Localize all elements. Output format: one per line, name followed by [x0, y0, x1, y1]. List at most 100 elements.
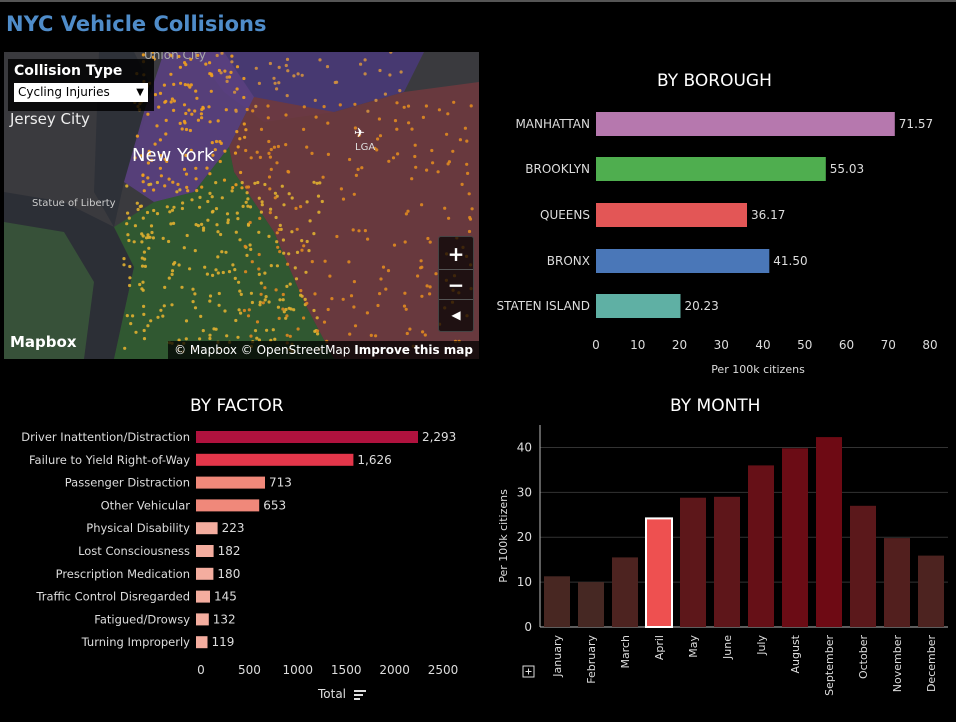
month-bar[interactable]	[918, 555, 944, 627]
month-bar[interactable]	[884, 538, 910, 627]
month-x-tick: March	[619, 635, 632, 669]
month-bar[interactable]	[645, 517, 673, 628]
collision-dot	[210, 74, 214, 78]
month-bar[interactable]	[714, 496, 740, 627]
collision-map[interactable]: Union City Jersey City New York Statue o…	[4, 52, 479, 359]
collision-dot	[216, 255, 220, 259]
zoom-in-button[interactable]: +	[447, 242, 465, 266]
collision-dot	[200, 116, 204, 120]
collision-dot	[147, 149, 151, 153]
collision-dot	[294, 206, 298, 210]
factor-bar[interactable]	[196, 567, 214, 580]
factor-bar[interactable]	[196, 590, 210, 603]
factor-bar[interactable]	[196, 431, 418, 443]
month-bar[interactable]	[578, 582, 604, 627]
month-y-tick: 30	[517, 485, 532, 499]
collision-dot	[351, 228, 355, 232]
collision-dot	[305, 301, 309, 305]
collision-dot	[147, 183, 151, 187]
zoom-out-button[interactable]: −	[439, 269, 473, 300]
factor-bar[interactable]	[196, 476, 265, 489]
collision-dot	[257, 196, 261, 200]
collision-dot	[284, 307, 288, 312]
borough-bar[interactable]	[596, 294, 681, 318]
collision-type-label: Collision Type	[14, 63, 123, 79]
factor-bar[interactable]	[196, 613, 209, 626]
collision-dot	[305, 239, 309, 244]
collision-dot	[373, 146, 377, 150]
collision-type-filter: Collision Type Cycling Injuries ▼	[8, 59, 154, 111]
borough-bar[interactable]	[596, 112, 895, 136]
compass-icon[interactable]: ◀	[439, 299, 473, 330]
borough-bar[interactable]	[596, 203, 747, 227]
factor-bar[interactable]	[196, 636, 208, 649]
collision-dot	[402, 304, 407, 308]
collision-dot	[312, 232, 316, 236]
collision-dot	[428, 240, 432, 244]
factor-bar[interactable]	[196, 522, 218, 535]
month-bar[interactable]	[544, 576, 570, 627]
collision-dot	[134, 330, 138, 334]
collision-dot	[347, 260, 351, 264]
collision-dot	[460, 182, 464, 186]
collision-dot	[169, 72, 173, 76]
collision-dot	[312, 180, 316, 184]
collision-dot	[378, 134, 383, 138]
collision-dot	[238, 137, 242, 141]
collision-dot	[129, 322, 133, 326]
collision-dot	[125, 314, 129, 318]
collision-dot	[170, 269, 175, 273]
collision-dot	[220, 196, 224, 200]
collision-dot	[255, 320, 260, 324]
collision-dot	[357, 133, 361, 137]
collision-dot	[266, 104, 270, 108]
month-bar[interactable]	[816, 437, 842, 627]
collision-dot	[428, 285, 432, 289]
attribution-text[interactable]: © Mapbox © OpenStreetMap	[174, 343, 351, 357]
collision-dot	[443, 206, 447, 210]
map-label-lga: LGA	[355, 142, 376, 153]
collision-dot	[190, 198, 194, 202]
month-bar[interactable]	[782, 448, 808, 627]
month-bar[interactable]	[748, 465, 774, 627]
collision-dot	[268, 187, 272, 191]
collision-dot	[185, 185, 189, 189]
month-bar[interactable]	[680, 497, 706, 627]
expand-icon[interactable]	[522, 665, 535, 678]
collision-dot	[233, 276, 237, 280]
collision-dot	[335, 80, 339, 84]
sort-icon[interactable]	[354, 690, 366, 700]
factor-value-label: 119	[212, 635, 235, 649]
borough-x-tick: 70	[881, 338, 896, 352]
collision-dot	[194, 166, 198, 170]
factor-bar[interactable]	[196, 545, 214, 557]
collision-dot	[226, 218, 230, 222]
month-bar[interactable]	[612, 557, 638, 627]
borough-bar[interactable]	[596, 249, 770, 273]
month-bar[interactable]	[850, 505, 876, 627]
collision-dot	[275, 264, 279, 268]
collision-dot	[146, 233, 150, 237]
collision-dot	[266, 116, 270, 120]
collision-dot	[254, 104, 258, 108]
collision-dot	[423, 333, 427, 337]
collision-dot	[302, 105, 306, 109]
collision-dot	[172, 82, 176, 86]
collision-dot	[365, 311, 369, 315]
improve-map-link[interactable]: Improve this map	[354, 343, 473, 357]
collision-dot	[392, 243, 397, 247]
collision-dot	[393, 119, 398, 123]
borough-bar[interactable]	[596, 157, 826, 181]
collision-dot	[156, 315, 160, 319]
collision-dot	[269, 167, 273, 171]
collision-type-dropdown[interactable]: Cycling Injuries ▼	[14, 83, 148, 102]
factor-bar[interactable]	[196, 453, 354, 466]
factor-bar[interactable]	[196, 499, 260, 512]
mapbox-logo[interactable]: Mapbox	[10, 333, 77, 351]
collision-dot	[208, 72, 212, 76]
collision-dot	[428, 292, 432, 296]
collision-dot	[158, 166, 162, 170]
collision-dot	[185, 233, 189, 238]
collision-dot	[381, 265, 386, 269]
collision-dot	[366, 237, 370, 241]
